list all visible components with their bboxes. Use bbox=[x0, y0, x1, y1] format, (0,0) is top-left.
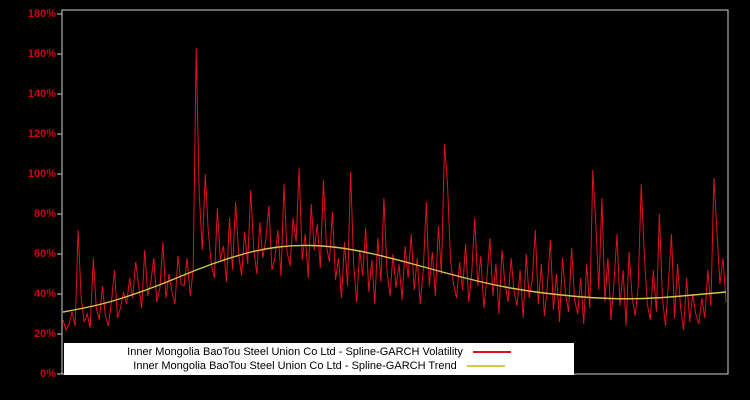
y-axis-tick-label: 180% bbox=[27, 8, 56, 20]
legend-item-trend: Inner Mongolia BaoTou Steel Union Co Ltd… bbox=[65, 359, 573, 373]
y-axis-tick-label: 60% bbox=[33, 248, 56, 260]
y-axis-tick-label: 80% bbox=[33, 208, 56, 220]
legend-line-volatility-icon bbox=[472, 351, 511, 353]
trend-series-line bbox=[62, 244, 727, 313]
legend: Inner Mongolia BaoTou Steel Union Co Ltd… bbox=[64, 343, 574, 375]
legend-label-trend: Inner Mongolia BaoTou Steel Union Co Ltd… bbox=[133, 360, 457, 372]
legend-item-volatility: Inner Mongolia BaoTou Steel Union Co Ltd… bbox=[65, 345, 573, 359]
plot-border bbox=[61, 9, 729, 375]
y-axis-tick-label: 160% bbox=[27, 48, 56, 60]
y-axis-tick-label: 100% bbox=[27, 168, 56, 180]
legend-label-volatility: Inner Mongolia BaoTou Steel Union Co Ltd… bbox=[127, 346, 463, 358]
y-axis-tick-label: 40% bbox=[33, 288, 56, 300]
legend-line-trend-icon bbox=[466, 365, 505, 367]
y-axis-tick-label: 120% bbox=[27, 128, 56, 140]
y-axis-tick-label: 140% bbox=[27, 88, 56, 100]
y-axis-tick-label: 20% bbox=[33, 328, 56, 340]
volatility-series-line bbox=[62, 47, 727, 332]
y-axis-tick-label: 0% bbox=[40, 368, 56, 380]
